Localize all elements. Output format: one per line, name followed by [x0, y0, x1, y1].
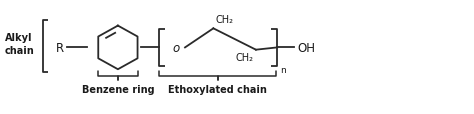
Text: n: n [280, 65, 286, 74]
Text: Alkyl
chain: Alkyl chain [4, 33, 34, 56]
Text: OH: OH [297, 41, 315, 54]
Text: Ethoxylated chain: Ethoxylated chain [168, 84, 267, 94]
Text: Benzene ring: Benzene ring [82, 84, 154, 94]
Text: CH₂: CH₂ [236, 52, 254, 62]
Text: R: R [56, 41, 64, 54]
Text: CH₂: CH₂ [216, 15, 234, 25]
Text: o: o [173, 41, 180, 54]
